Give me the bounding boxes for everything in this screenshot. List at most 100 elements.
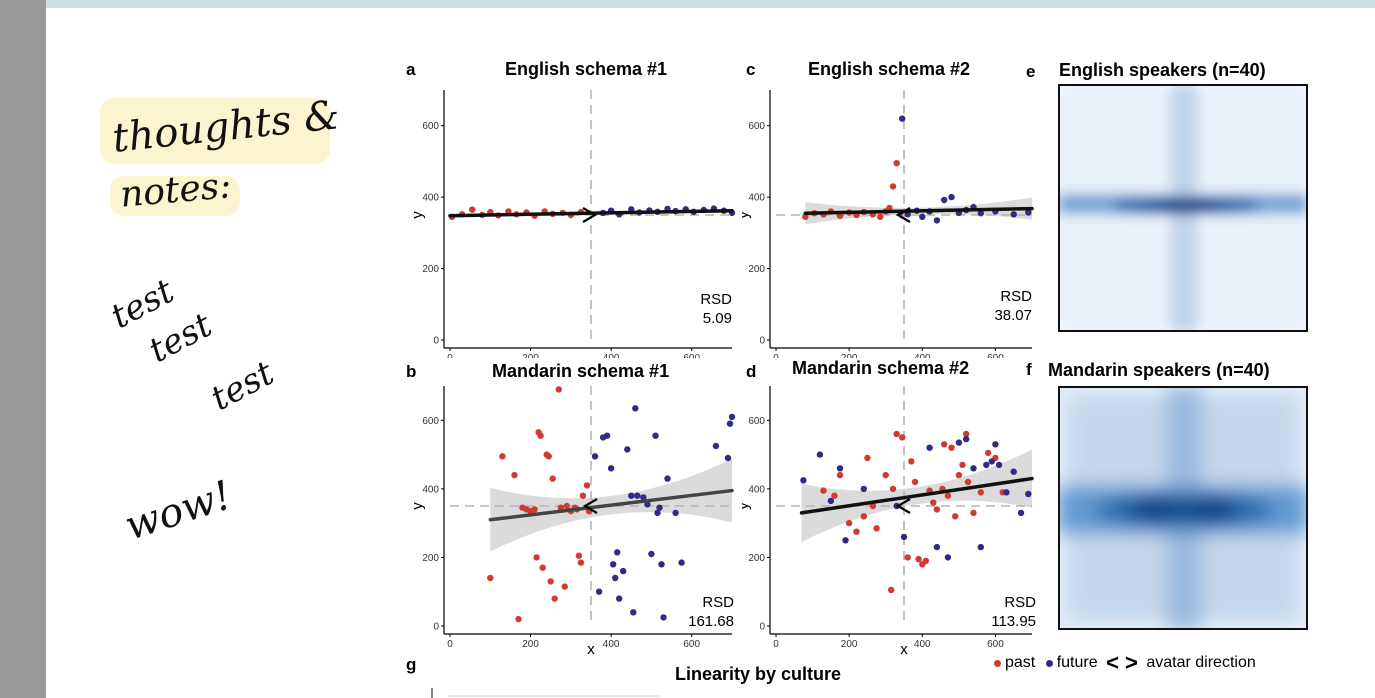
fit-line-c xyxy=(803,206,1034,215)
point-b-future-29 xyxy=(728,413,736,421)
legend-future-label: future xyxy=(1056,654,1098,672)
point-d-future-9 xyxy=(933,543,941,551)
point-d-past-7 xyxy=(869,502,877,510)
panel-a-title: English schema #1 xyxy=(505,59,668,79)
point-b-future-11 xyxy=(628,492,635,499)
point-b-past-3 xyxy=(515,615,522,623)
point-b-past-19 xyxy=(561,583,568,590)
heatmap-f-left-peak xyxy=(1128,500,1184,520)
ytick-label-a-400: 400 xyxy=(422,193,439,204)
notes-test-3: test xyxy=(204,353,281,419)
rsd-c-label: RSD xyxy=(1000,288,1032,305)
rsd-d-label: RSD xyxy=(1004,594,1036,611)
avatar-chevron-d xyxy=(895,498,911,514)
panel-b-label: b xyxy=(406,362,417,381)
point-b-past-24 xyxy=(575,552,583,559)
chart-english-schema-2: 0 200 400 600 0 200 400 600 x y xyxy=(742,90,1034,358)
highlight-1 xyxy=(100,98,330,164)
point-d-past-11 xyxy=(889,485,897,493)
point-d-past-13 xyxy=(899,434,906,441)
xtick-label-b-200: 200 xyxy=(522,639,539,650)
point-d-past-15 xyxy=(908,458,915,465)
point-b-future-26 xyxy=(712,442,720,450)
point-b-future-1 xyxy=(595,588,603,595)
chart-mandarin-schema-2: 0 200 400 600 0 200 400 600 x y xyxy=(742,386,1034,658)
panel-e-title: English speakers (n=40) xyxy=(1059,60,1266,80)
point-b-future-0 xyxy=(591,453,599,460)
highlight-2 xyxy=(110,176,240,216)
point-c-future-6 xyxy=(941,196,948,204)
point-c-future-7 xyxy=(948,193,955,201)
ylabel-c: y xyxy=(742,211,752,219)
point-d-future-2 xyxy=(827,497,835,505)
xlabel-c: x xyxy=(900,355,908,358)
heatmap-e-frame xyxy=(1058,84,1308,332)
rsd-d: RSD 113.95 xyxy=(960,593,1036,631)
rsd-d-value: 113.95 xyxy=(991,613,1036,630)
xtick-label-c-600: 600 xyxy=(987,353,1004,358)
point-d-past-25 xyxy=(944,492,952,499)
xlabel-a: x xyxy=(587,355,595,358)
fit-line-b xyxy=(488,488,734,522)
avatar-chevron-b xyxy=(582,498,598,514)
point-d-future-18 xyxy=(995,461,1003,469)
point-b-future-22 xyxy=(660,614,667,621)
xtick-label-d-200: 200 xyxy=(841,639,858,650)
xtick-label-a-600: 600 xyxy=(683,353,700,358)
point-d-past-32 xyxy=(970,509,977,517)
point-b-past-10 xyxy=(537,432,544,439)
point-d-past-2 xyxy=(836,471,844,479)
xtick-label-b-600: 600 xyxy=(683,639,700,650)
point-d-future-4 xyxy=(842,537,849,544)
point-d-future-19 xyxy=(1003,489,1010,496)
point-b-past-17 xyxy=(555,386,562,393)
point-b-past-2 xyxy=(511,471,518,479)
point-b-future-24 xyxy=(672,509,679,517)
heatmap-mandarin-speakers xyxy=(1058,386,1308,630)
point-b-future-14 xyxy=(634,492,641,499)
point-d-future-10 xyxy=(944,554,952,561)
panel-d-label: d xyxy=(746,362,757,381)
ylabel-a: y xyxy=(410,211,426,219)
ytick-label-b-0: 0 xyxy=(433,622,439,633)
point-d-future-11 xyxy=(955,439,963,446)
point-b-past-25 xyxy=(577,559,585,566)
panel-b-title: Mandarin schema #1 xyxy=(492,361,670,381)
ytick-label-d-200: 200 xyxy=(748,553,765,564)
avatar-chevron-a xyxy=(582,207,598,223)
point-d-future-12 xyxy=(963,435,970,443)
top-strip xyxy=(0,0,1375,8)
xlabel-d: x xyxy=(900,641,908,658)
point-d-past-28 xyxy=(955,471,963,479)
point-d-past-31 xyxy=(964,478,972,486)
xtick-label-c-200: 200 xyxy=(841,353,858,358)
point-b-future-20 xyxy=(656,504,663,511)
point-b-future-12 xyxy=(630,609,637,616)
xtick-label-a-0: 0 xyxy=(447,353,453,358)
fit-line-d xyxy=(799,476,1034,515)
ytick-label-b-200: 200 xyxy=(422,553,439,564)
point-d-past-29 xyxy=(959,461,966,469)
panel-g-title: Linearity by culture xyxy=(675,664,842,684)
point-b-past-0 xyxy=(487,574,494,582)
point-b-future-9 xyxy=(620,567,627,575)
point-d-past-30 xyxy=(963,430,970,438)
point-d-future-1 xyxy=(816,451,824,458)
panel-a-label: a xyxy=(406,60,416,79)
point-b-past-8 xyxy=(533,554,540,561)
ylabel-d: y xyxy=(742,502,752,510)
point-b-future-3 xyxy=(603,432,611,439)
heatmap-english-speakers xyxy=(1058,84,1308,332)
xtick-label-a-200: 200 xyxy=(522,353,539,358)
legend: past future < > avatar direction xyxy=(994,650,1256,676)
ytick-label-c-200: 200 xyxy=(748,264,765,275)
point-c-future-11 xyxy=(977,210,984,217)
legend-past-label: past xyxy=(1005,654,1036,672)
point-d-past-27 xyxy=(952,513,959,520)
point-b-future-7 xyxy=(614,549,621,556)
legend-direction-label: avatar direction xyxy=(1146,654,1256,672)
point-d-future-15 xyxy=(983,461,990,469)
ytick-label-d-600: 600 xyxy=(748,416,765,427)
notes-wow: wow! xyxy=(119,472,238,550)
xtick-label-c-0: 0 xyxy=(773,353,779,358)
